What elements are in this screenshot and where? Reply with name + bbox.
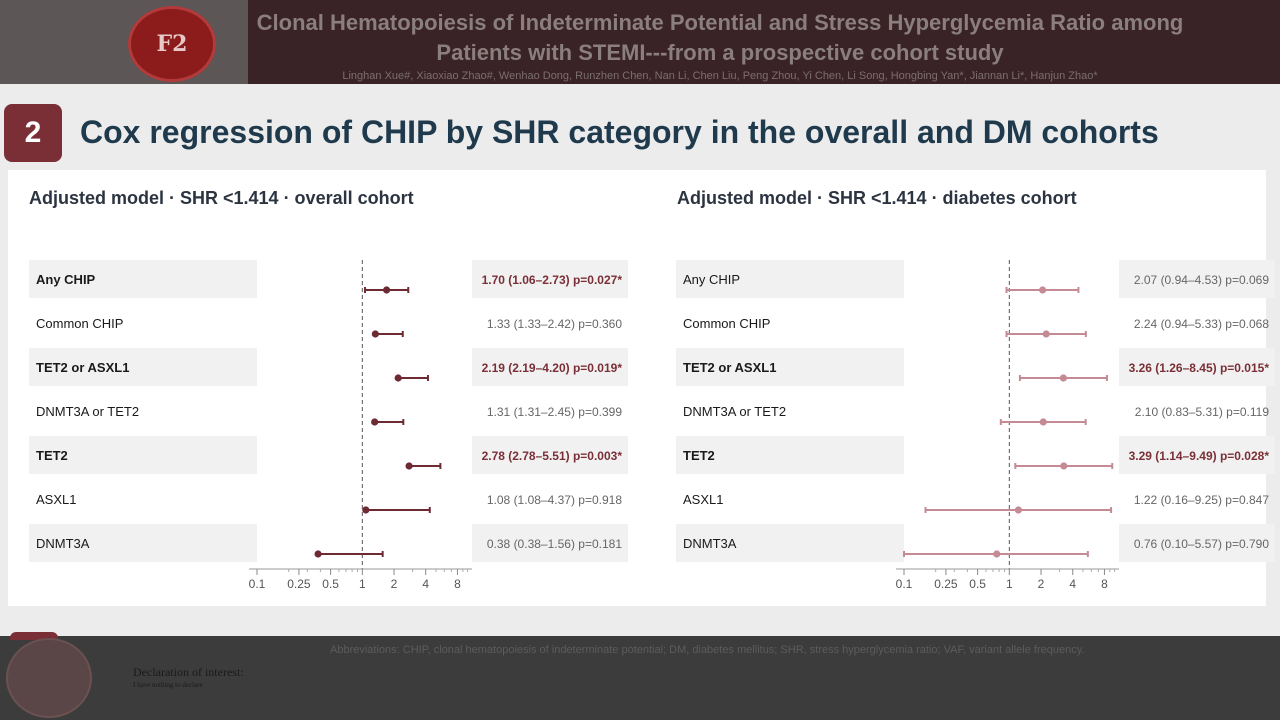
hr-point: [382, 286, 391, 294]
row-estimate: 2.10 (0.83–5.31) p=0.119: [1135, 405, 1270, 419]
row-label: DNMT3A or TET2: [683, 404, 786, 419]
chart-title-overall: Adjusted model · SHR <1.414 · overall co…: [29, 188, 414, 208]
x-tick-label: 8: [454, 577, 461, 591]
row-band-label: [29, 260, 257, 298]
row-band-value: [472, 436, 628, 474]
row-estimate: 2.19 (2.19–4.20) p=0.019*: [482, 361, 623, 375]
row-estimate: 0.38 (0.38–1.56) p=0.181: [487, 537, 622, 551]
chart-title-diabetes: Adjusted model · SHR <1.414 · diabetes c…: [677, 188, 1077, 208]
row-estimate: 1.08 (1.08–4.37) p=0.918: [487, 493, 622, 507]
row-label: TET2: [683, 448, 715, 463]
row-estimate: 0.76 (0.10–5.57) p=0.790: [1134, 537, 1269, 551]
hr-point: [405, 462, 413, 470]
row-estimate: 2.24 (0.94–5.33) p=0.068: [1134, 317, 1269, 331]
hr-point: [1042, 330, 1050, 338]
row-band-value: [472, 260, 628, 298]
declaration-title: Declaration of interest:: [133, 665, 244, 679]
institution-seal-icon: [6, 638, 92, 718]
row-estimate: 1.31 (1.31–2.45) p=0.399: [487, 405, 622, 419]
x-tick-label: 2: [1038, 577, 1045, 591]
hr-point: [993, 550, 1001, 558]
row-band-label: [29, 524, 257, 562]
row-band-value: [1119, 524, 1275, 562]
logo-text: F2: [156, 31, 188, 57]
slide-number-badge: 2: [4, 104, 62, 162]
row-band-label: [29, 436, 257, 474]
row-label: ASXL1: [683, 492, 723, 507]
poster-header: F2 Clonal Hematopoiesis of Indeterminate…: [0, 0, 1280, 84]
row-band-value: [1119, 260, 1275, 298]
row-estimate: 2.07 (0.94–4.53) p=0.069: [1134, 273, 1269, 287]
row-label: TET2: [36, 448, 68, 463]
x-tick-label: 0.25: [934, 577, 958, 591]
row-band-value: [1119, 348, 1275, 386]
row-band-label: [29, 348, 257, 386]
hr-point: [1039, 418, 1047, 426]
row-label: ASXL1: [36, 492, 76, 507]
x-tick-label: 4: [422, 577, 429, 591]
poster-footer: Abbreviations: CHIP, clonal hematopoiesi…: [0, 632, 1280, 720]
footer-tab: [10, 632, 58, 640]
row-estimate: 3.29 (1.14–9.49) p=0.028*: [1129, 449, 1270, 463]
row-label: DNMT3A: [683, 536, 737, 551]
row-label: Common CHIP: [683, 316, 770, 331]
row-label: Common CHIP: [36, 316, 123, 331]
row-label: Any CHIP: [683, 272, 740, 287]
x-tick-label: 0.5: [969, 577, 986, 591]
declaration-text: I have nothing to declare: [133, 681, 203, 689]
x-tick-label: 8: [1101, 577, 1108, 591]
x-tick-label: 4: [1069, 577, 1076, 591]
hr-point: [371, 418, 379, 426]
row-estimate: 2.78 (2.78–5.51) p=0.003*: [482, 449, 623, 463]
row-estimate: 1.22 (0.16–9.25) p=0.847: [1134, 493, 1269, 507]
row-label: Any CHIP: [36, 272, 96, 287]
row-estimate: 1.70 (1.06–2.73) p=0.027*: [482, 273, 623, 287]
hospital-logo-icon: F2: [128, 6, 216, 82]
abbreviations-note: Abbreviations: CHIP, clonal hematopoiesi…: [330, 644, 1085, 656]
row-label: DNMT3A: [36, 536, 90, 551]
x-tick-label: 0.1: [896, 577, 913, 591]
hr-point: [1060, 462, 1068, 470]
poster-title-line-1: Clonal Hematopoiesis of Indeterminate Po…: [256, 10, 1184, 35]
poster-title-line-2: Patients with STEMI---from a prospective…: [436, 40, 1004, 65]
x-tick-label: 0.5: [322, 577, 339, 591]
hr-point: [1059, 374, 1067, 382]
row-estimate: 1.33 (1.33–2.42) p=0.360: [487, 317, 622, 331]
x-tick-label: 1: [359, 577, 366, 591]
row-band-value: [1119, 436, 1275, 474]
row-band-value: [472, 348, 628, 386]
row-band-label: [676, 260, 904, 298]
forest-plot-diabetes: 0.1 0.25 0.5 1 2 4 8 Any CHIP 2.07 (0.94–4.53) p…: [676, 260, 1275, 591]
x-tick-label: 1: [1006, 577, 1013, 591]
x-tick-label: 0.25: [287, 577, 311, 591]
hr-point: [1038, 286, 1047, 294]
forest-plot-overall: 0.1 0.25 0.5 1 2 4 8 Any CHIP 1.70 (1.06–2.73) p…: [29, 260, 628, 591]
row-label: TET2 or ASXL1: [683, 360, 776, 375]
slide-title: Cox regression of CHIP by SHR category i…: [80, 114, 1159, 150]
row-band-value: [472, 524, 628, 562]
header-logo-panel: F2: [0, 0, 248, 84]
x-tick-label: 2: [391, 577, 398, 591]
hr-point: [371, 330, 379, 338]
row-band-label: [676, 436, 904, 474]
hr-point: [314, 550, 322, 558]
slide: 2 Cox regression of CHIP by SHR category…: [0, 84, 1280, 636]
row-band-label: [676, 524, 904, 562]
hr-point: [394, 374, 402, 382]
hr-point: [362, 506, 370, 514]
row-label: TET2 or ASXL1: [36, 360, 129, 375]
row-estimate: 3.26 (1.26–8.45) p=0.015*: [1129, 361, 1270, 375]
hr-point: [1014, 506, 1023, 514]
poster-authors: Linghan Xue#, Xiaoxiao Zhao#, Wenhao Don…: [342, 70, 1098, 82]
x-tick-label: 0.1: [249, 577, 266, 591]
row-label: DNMT3A or TET2: [36, 404, 139, 419]
row-band-label: [676, 348, 904, 386]
